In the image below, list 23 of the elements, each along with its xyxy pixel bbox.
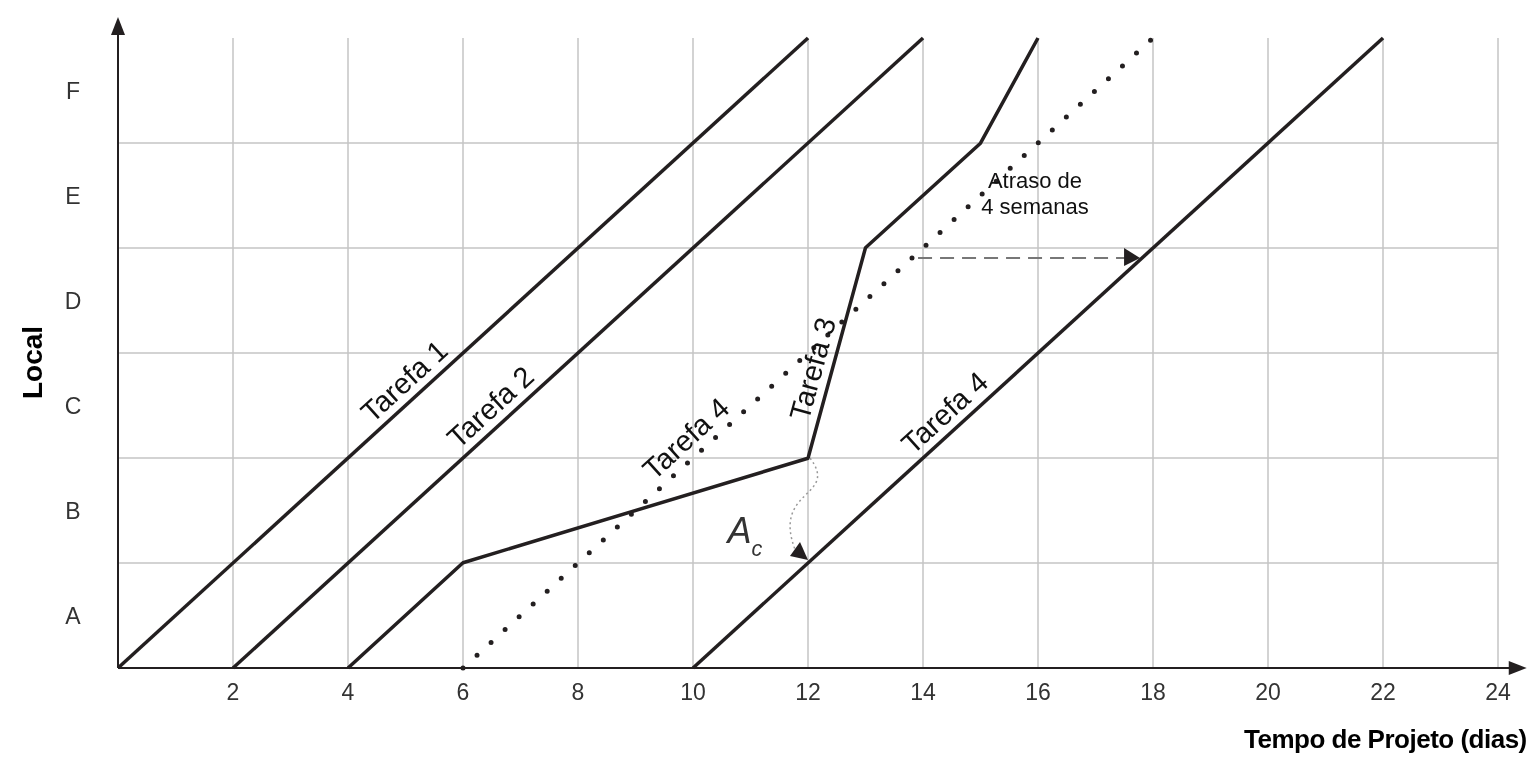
category-label: B — [65, 497, 81, 524]
category-label: A — [65, 602, 81, 629]
x-tick-label: 12 — [795, 679, 821, 705]
category-label: F — [65, 77, 81, 104]
annotation: Atraso de 4 semanas — [981, 168, 1089, 220]
x-tick-label: 10 — [680, 679, 706, 705]
x-tick-label: 2 — [226, 679, 240, 705]
x-tick-label: 22 — [1370, 679, 1396, 705]
x-tick-label: 18 — [1140, 679, 1166, 705]
category-label: E — [65, 182, 81, 209]
x-tick-label: 6 — [456, 679, 470, 705]
x-tick-label: 8 — [571, 679, 585, 705]
x-tick-label: 4 — [341, 679, 355, 705]
x-tick-label: 20 — [1255, 679, 1281, 705]
x-tick-label: 16 — [1025, 679, 1051, 705]
x-axis-title: Tempo de Projeto (dias) — [1244, 724, 1527, 754]
category-label: D — [64, 287, 82, 314]
x-tick-label: 14 — [910, 679, 936, 705]
x-tick-label: 24 — [1485, 679, 1511, 705]
category-label: C — [64, 392, 82, 419]
annotation: A$_{c}$ — [725, 509, 763, 561]
y-axis-title: Local — [17, 325, 48, 400]
annotation: Tarefa 3 — [783, 314, 842, 424]
